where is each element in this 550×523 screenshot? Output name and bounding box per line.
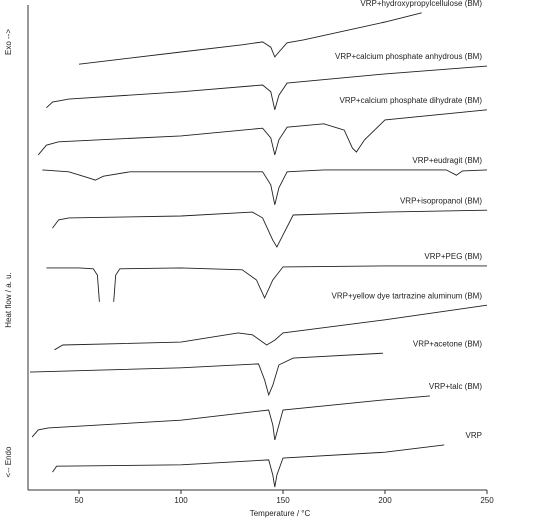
x-tick-label: 100 xyxy=(174,496,188,505)
curve xyxy=(46,265,487,302)
x-tick-label: 200 xyxy=(378,496,392,505)
curve-label: VRP+PEG (BM) xyxy=(424,252,482,261)
curve xyxy=(46,65,488,110)
x-tick-label: 150 xyxy=(276,496,290,505)
curve xyxy=(37,109,488,156)
curve-label: VRP+isopropanol (BM) xyxy=(400,196,482,205)
curve-label: VRP+hydroxypropylcellulose (BM) xyxy=(360,0,482,8)
x-axis-label: Temperature / °C xyxy=(250,509,311,518)
x-tick-label: 250 xyxy=(480,496,494,505)
x-tick-label: 50 xyxy=(75,496,84,505)
curve xyxy=(52,209,488,248)
curve-label: VRP xyxy=(466,431,482,440)
curve xyxy=(31,395,430,441)
curve-label: VRP+calcium phosphate dihydrate (BM) xyxy=(339,96,482,105)
y-axis-label: Heat flow / a. u. xyxy=(4,272,13,328)
curve-label: VRP+talc (BM) xyxy=(429,382,482,391)
curve xyxy=(29,352,384,397)
curve-label: VRP+yellow dye tartrazine aluminum (BM) xyxy=(332,291,483,300)
curve xyxy=(54,304,488,351)
curve xyxy=(42,169,488,205)
curve xyxy=(78,12,422,65)
curve-label: VRP+eudragit (BM) xyxy=(412,156,482,165)
exo-annotation: Exo --> xyxy=(4,29,13,55)
curve-label: VRP+calcium phosphate anhydrous (BM) xyxy=(335,52,482,61)
curve xyxy=(52,444,445,488)
curve-label: VRP+acetone (BM) xyxy=(413,339,482,348)
endo-annotation: <-- Endo xyxy=(4,446,13,477)
